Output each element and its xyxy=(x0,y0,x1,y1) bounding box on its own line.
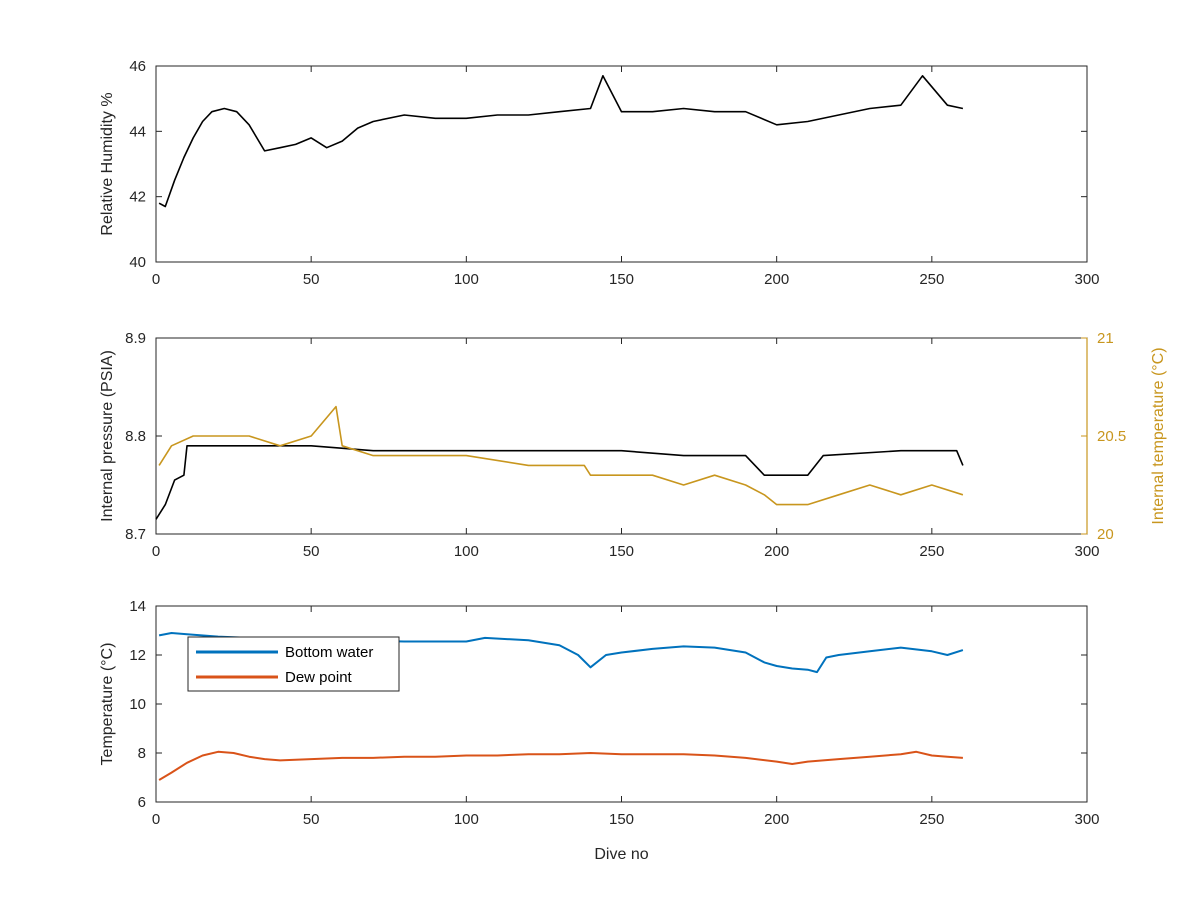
x-tick-label: 100 xyxy=(454,271,479,288)
y-tick-label: 8.7 xyxy=(125,526,146,543)
x-tick-label: 50 xyxy=(303,811,320,828)
legend-label: Bottom water xyxy=(285,644,373,661)
series-line-s1 xyxy=(158,75,964,208)
x-tick-label: 100 xyxy=(454,543,479,560)
y-right-axis-label: Internal temperature (°C) xyxy=(1150,347,1167,524)
y-tick-label: 12 xyxy=(129,647,146,664)
subplot-3: 0 50 100 150 200 250 300 6 8 10 12 14 Temperature (°… xyxy=(99,598,1100,863)
y-right-tick-label: 20 xyxy=(1097,526,1114,543)
x-tick-label: 250 xyxy=(919,271,944,288)
y-tick-label: 44 xyxy=(129,123,146,140)
x-tick-label: 300 xyxy=(1074,271,1099,288)
x-tick-label: 50 xyxy=(303,271,320,288)
x-tick-label: 50 xyxy=(303,543,320,560)
x-tick-label: 150 xyxy=(609,543,634,560)
x-tick-label: 200 xyxy=(764,811,789,828)
x-tick-label: 300 xyxy=(1074,543,1099,560)
series-line-s2 xyxy=(158,405,964,506)
x-tick-label: 0 xyxy=(152,811,160,828)
y-axis-label: Internal pressure (PSIA) xyxy=(99,350,116,522)
x-tick-label: 100 xyxy=(454,811,479,828)
x-axis-label: Dive no xyxy=(594,846,648,863)
y-right-tick-label: 21 xyxy=(1097,330,1114,347)
series-line-s1 xyxy=(155,444,964,520)
x-tick-label: 200 xyxy=(764,543,789,560)
y-tick-label: 40 xyxy=(129,254,146,271)
x-tick-label: 250 xyxy=(919,543,944,560)
y-tick-label: 46 xyxy=(129,58,146,75)
y-tick-label: 8 xyxy=(138,745,146,762)
y-right-tick-label: 20.5 xyxy=(1097,428,1126,445)
legend-label: Dew point xyxy=(285,669,353,686)
axes-box xyxy=(155,337,1088,535)
subplot-2: 0 50 100 150 200 250 300 8.7 8.8 8.9 20 20.5 21 Inter… xyxy=(99,330,1167,560)
y-tick-label: 14 xyxy=(129,598,146,615)
axes-box xyxy=(155,65,1088,263)
x-tick-label: 200 xyxy=(764,271,789,288)
legend-box xyxy=(187,636,400,692)
y-axis-label: Relative Humidity % xyxy=(99,92,116,235)
y-tick-label: 6 xyxy=(138,794,146,811)
y-tick-label: 42 xyxy=(129,189,146,206)
x-tick-label: 300 xyxy=(1074,811,1099,828)
series-line-dew-point xyxy=(158,750,963,781)
x-tick-label: 150 xyxy=(609,271,634,288)
x-tick-label: 150 xyxy=(609,811,634,828)
y-tick-label: 8.8 xyxy=(125,428,146,445)
y-axis-label: Temperature (°C) xyxy=(99,643,116,766)
y-tick-label: 8.9 xyxy=(125,330,146,347)
x-tick-label: 0 xyxy=(152,271,160,288)
subplot-1: 0 50 100 150 200 250 300 40 42 44 46 Relative Humid… xyxy=(99,58,1100,288)
x-tick-label: 0 xyxy=(152,543,160,560)
x-tick-label: 250 xyxy=(919,811,944,828)
axes-box xyxy=(155,605,1088,803)
y-tick-label: 10 xyxy=(129,696,146,713)
legend: Bottom water Dew point xyxy=(187,636,400,692)
